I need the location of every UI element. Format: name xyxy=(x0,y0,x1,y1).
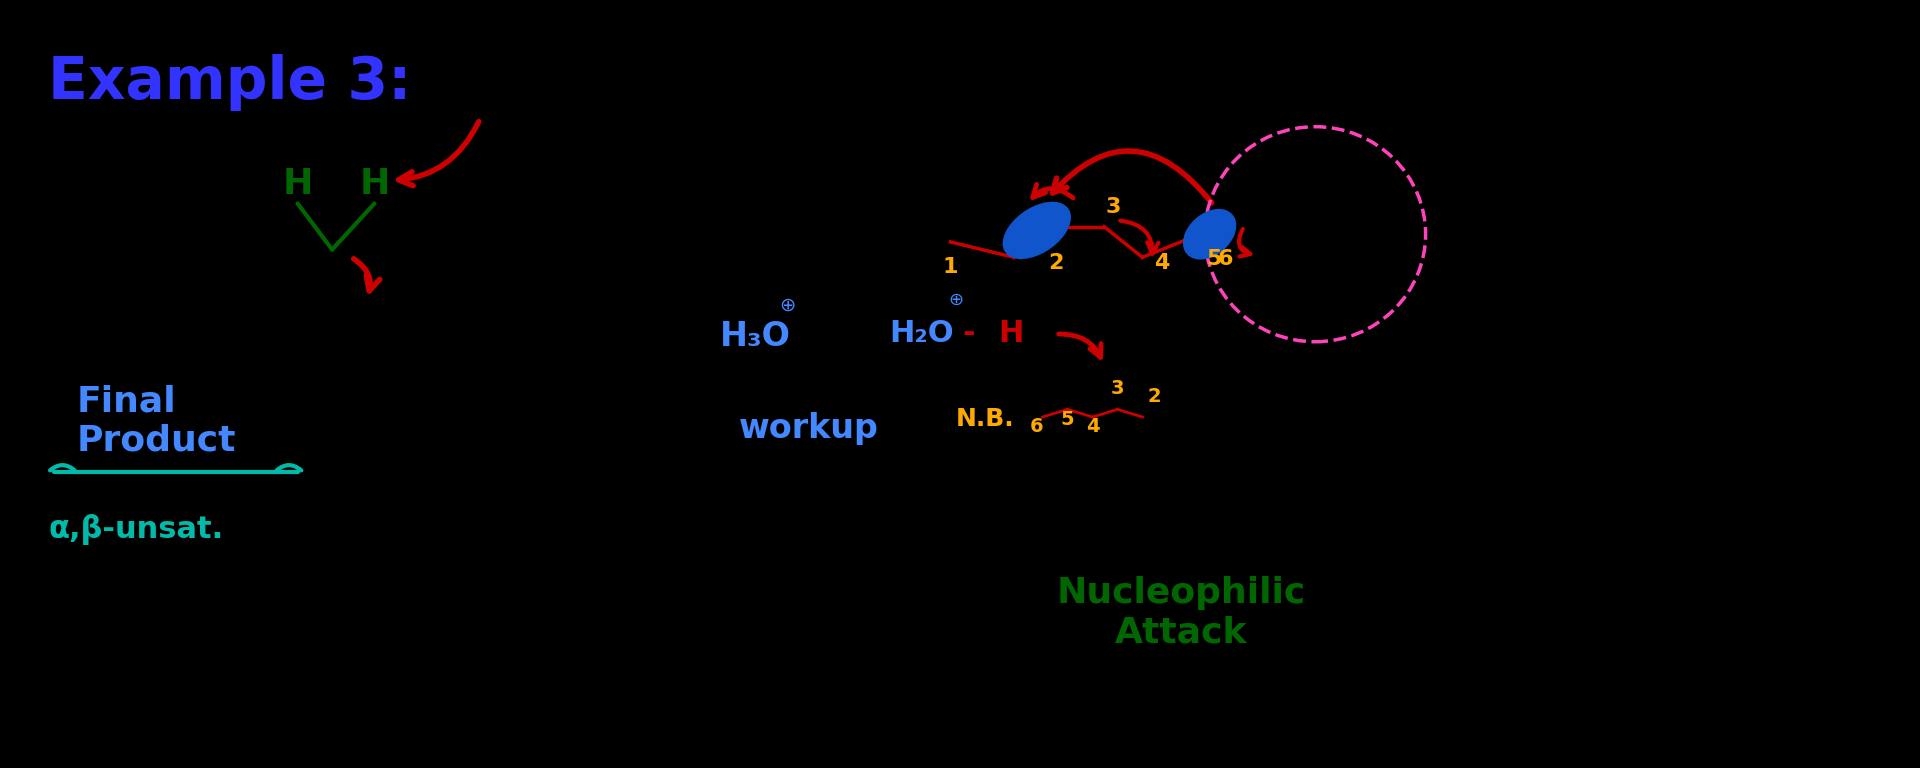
Text: H: H xyxy=(359,167,390,201)
Text: 3: 3 xyxy=(1110,379,1125,398)
Text: 2: 2 xyxy=(1146,386,1162,406)
Text: 4: 4 xyxy=(1154,253,1169,273)
Text: α,β-unsat.: α,β-unsat. xyxy=(48,514,223,545)
Text: 2: 2 xyxy=(1048,253,1064,273)
Text: workup: workup xyxy=(739,412,879,445)
Text: ⊕: ⊕ xyxy=(948,291,964,309)
Text: H₃O: H₃O xyxy=(720,319,791,353)
Text: 6: 6 xyxy=(1029,417,1044,436)
Text: H: H xyxy=(998,319,1023,348)
Text: 4: 4 xyxy=(1085,417,1100,436)
Text: 5: 5 xyxy=(1060,409,1075,429)
Text: ⊕: ⊕ xyxy=(780,296,797,315)
Text: Final
Product: Final Product xyxy=(77,384,236,458)
Ellipse shape xyxy=(1183,210,1236,259)
Text: H: H xyxy=(282,167,313,201)
Text: 5: 5 xyxy=(1206,249,1221,269)
Text: Example 3:: Example 3: xyxy=(48,54,411,111)
Text: N.B.: N.B. xyxy=(956,407,1016,432)
Ellipse shape xyxy=(1004,203,1069,258)
Text: 1: 1 xyxy=(943,257,958,276)
Text: -: - xyxy=(962,319,975,348)
Text: H₂O: H₂O xyxy=(889,319,954,348)
Text: 3: 3 xyxy=(1106,197,1121,217)
Text: Nucleophilic
Attack: Nucleophilic Attack xyxy=(1056,576,1306,650)
Text: 6: 6 xyxy=(1217,249,1233,269)
